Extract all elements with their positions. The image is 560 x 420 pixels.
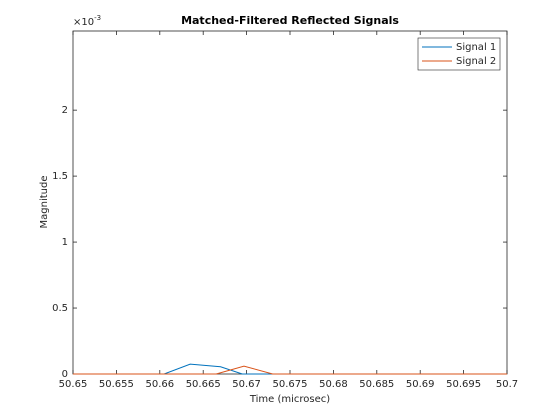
- legend-label: Signal 1: [456, 42, 496, 53]
- y-tick-label: 1: [62, 237, 68, 248]
- x-tick-label: 50.695: [446, 379, 481, 390]
- x-tick-label: 50.665: [186, 379, 221, 390]
- x-tick-label: 50.675: [273, 379, 308, 390]
- y-tick-label: 0.5: [52, 303, 68, 314]
- multiplier-base: ×10: [73, 17, 94, 28]
- x-tick-label: 50.66: [145, 379, 174, 390]
- y-tick-label: 2: [62, 105, 68, 116]
- x-tick-label: 50.69: [406, 379, 435, 390]
- plot-area: [72, 30, 508, 375]
- y-tick-label: 1.5: [52, 171, 68, 182]
- x-tick-label: 50.65: [59, 379, 88, 390]
- legend-label: Signal 2: [456, 56, 496, 67]
- y-tick-label: 0: [62, 369, 68, 380]
- x-tick-label: 50.67: [232, 379, 261, 390]
- x-tick-label: 50.655: [99, 379, 134, 390]
- series-line: [73, 365, 507, 375]
- y-axis-label: Magnitude: [39, 176, 50, 229]
- legend-box: [417, 37, 501, 71]
- x-tick-label: 50.685: [359, 379, 394, 390]
- chart-title: Matched-Filtered Reflected Signals: [181, 14, 399, 27]
- x-tick-label: 50.7: [496, 379, 518, 390]
- x-axis-label: Time (microsec): [249, 394, 330, 405]
- x-tick-label: 50.68: [319, 379, 348, 390]
- y-multiplier: ×10-3: [73, 14, 101, 28]
- multiplier-exponent: -3: [94, 14, 101, 22]
